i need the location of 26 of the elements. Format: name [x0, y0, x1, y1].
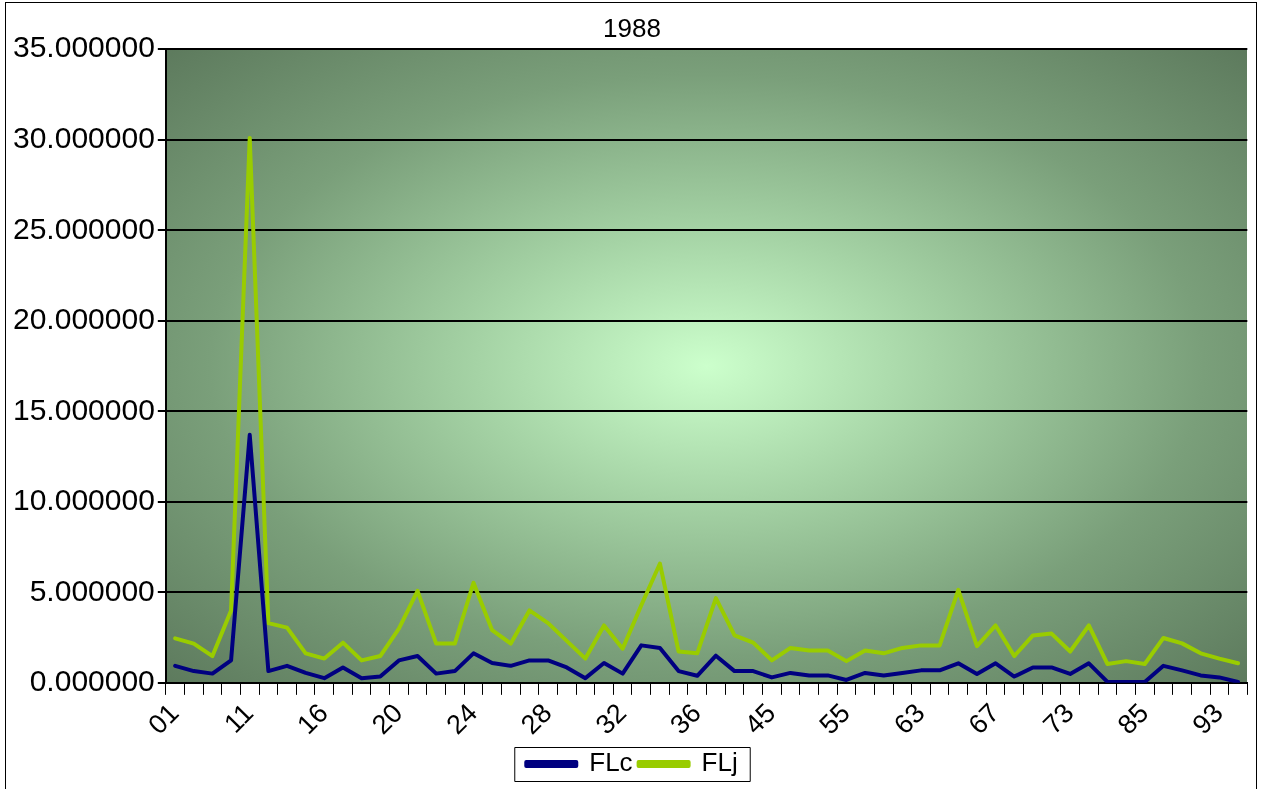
x-tick-label: 67: [962, 697, 1006, 741]
y-tick-label: 35.000000: [13, 30, 155, 64]
y-tick-label: 25.000000: [13, 211, 155, 245]
x-tick-label: 01: [142, 697, 185, 741]
x-tick-label: 85: [1111, 697, 1155, 741]
y-tick-label: 0.000000: [29, 664, 155, 698]
legend-label: FLc: [589, 747, 633, 778]
x-tick-label: 24: [440, 697, 483, 741]
x-tick-label: 55: [813, 697, 856, 741]
y-tick-label: 30.000000: [13, 120, 155, 154]
x-tick-label: 20: [365, 697, 409, 741]
y-tick-label: 20.000000: [13, 302, 155, 336]
y-tick-label: 5.000000: [29, 573, 155, 607]
legend-label: FLj: [701, 747, 738, 778]
x-tick-label: 73: [1037, 697, 1080, 741]
x-tick-label: 11: [218, 697, 260, 739]
y-tick-label: 10.000000: [13, 483, 155, 517]
x-tick-label: 32: [589, 697, 633, 741]
x-tick-label: 63: [888, 697, 931, 741]
y-tick-label: 15.000000: [13, 392, 155, 426]
x-tick-label: 93: [1186, 697, 1229, 741]
x-tick-label: 16: [291, 697, 334, 741]
x-tick-label: 28: [515, 697, 558, 741]
chart-title: 1988: [603, 12, 661, 43]
x-tick-label: 45: [738, 697, 782, 741]
x-tick-label: 36: [664, 697, 707, 741]
